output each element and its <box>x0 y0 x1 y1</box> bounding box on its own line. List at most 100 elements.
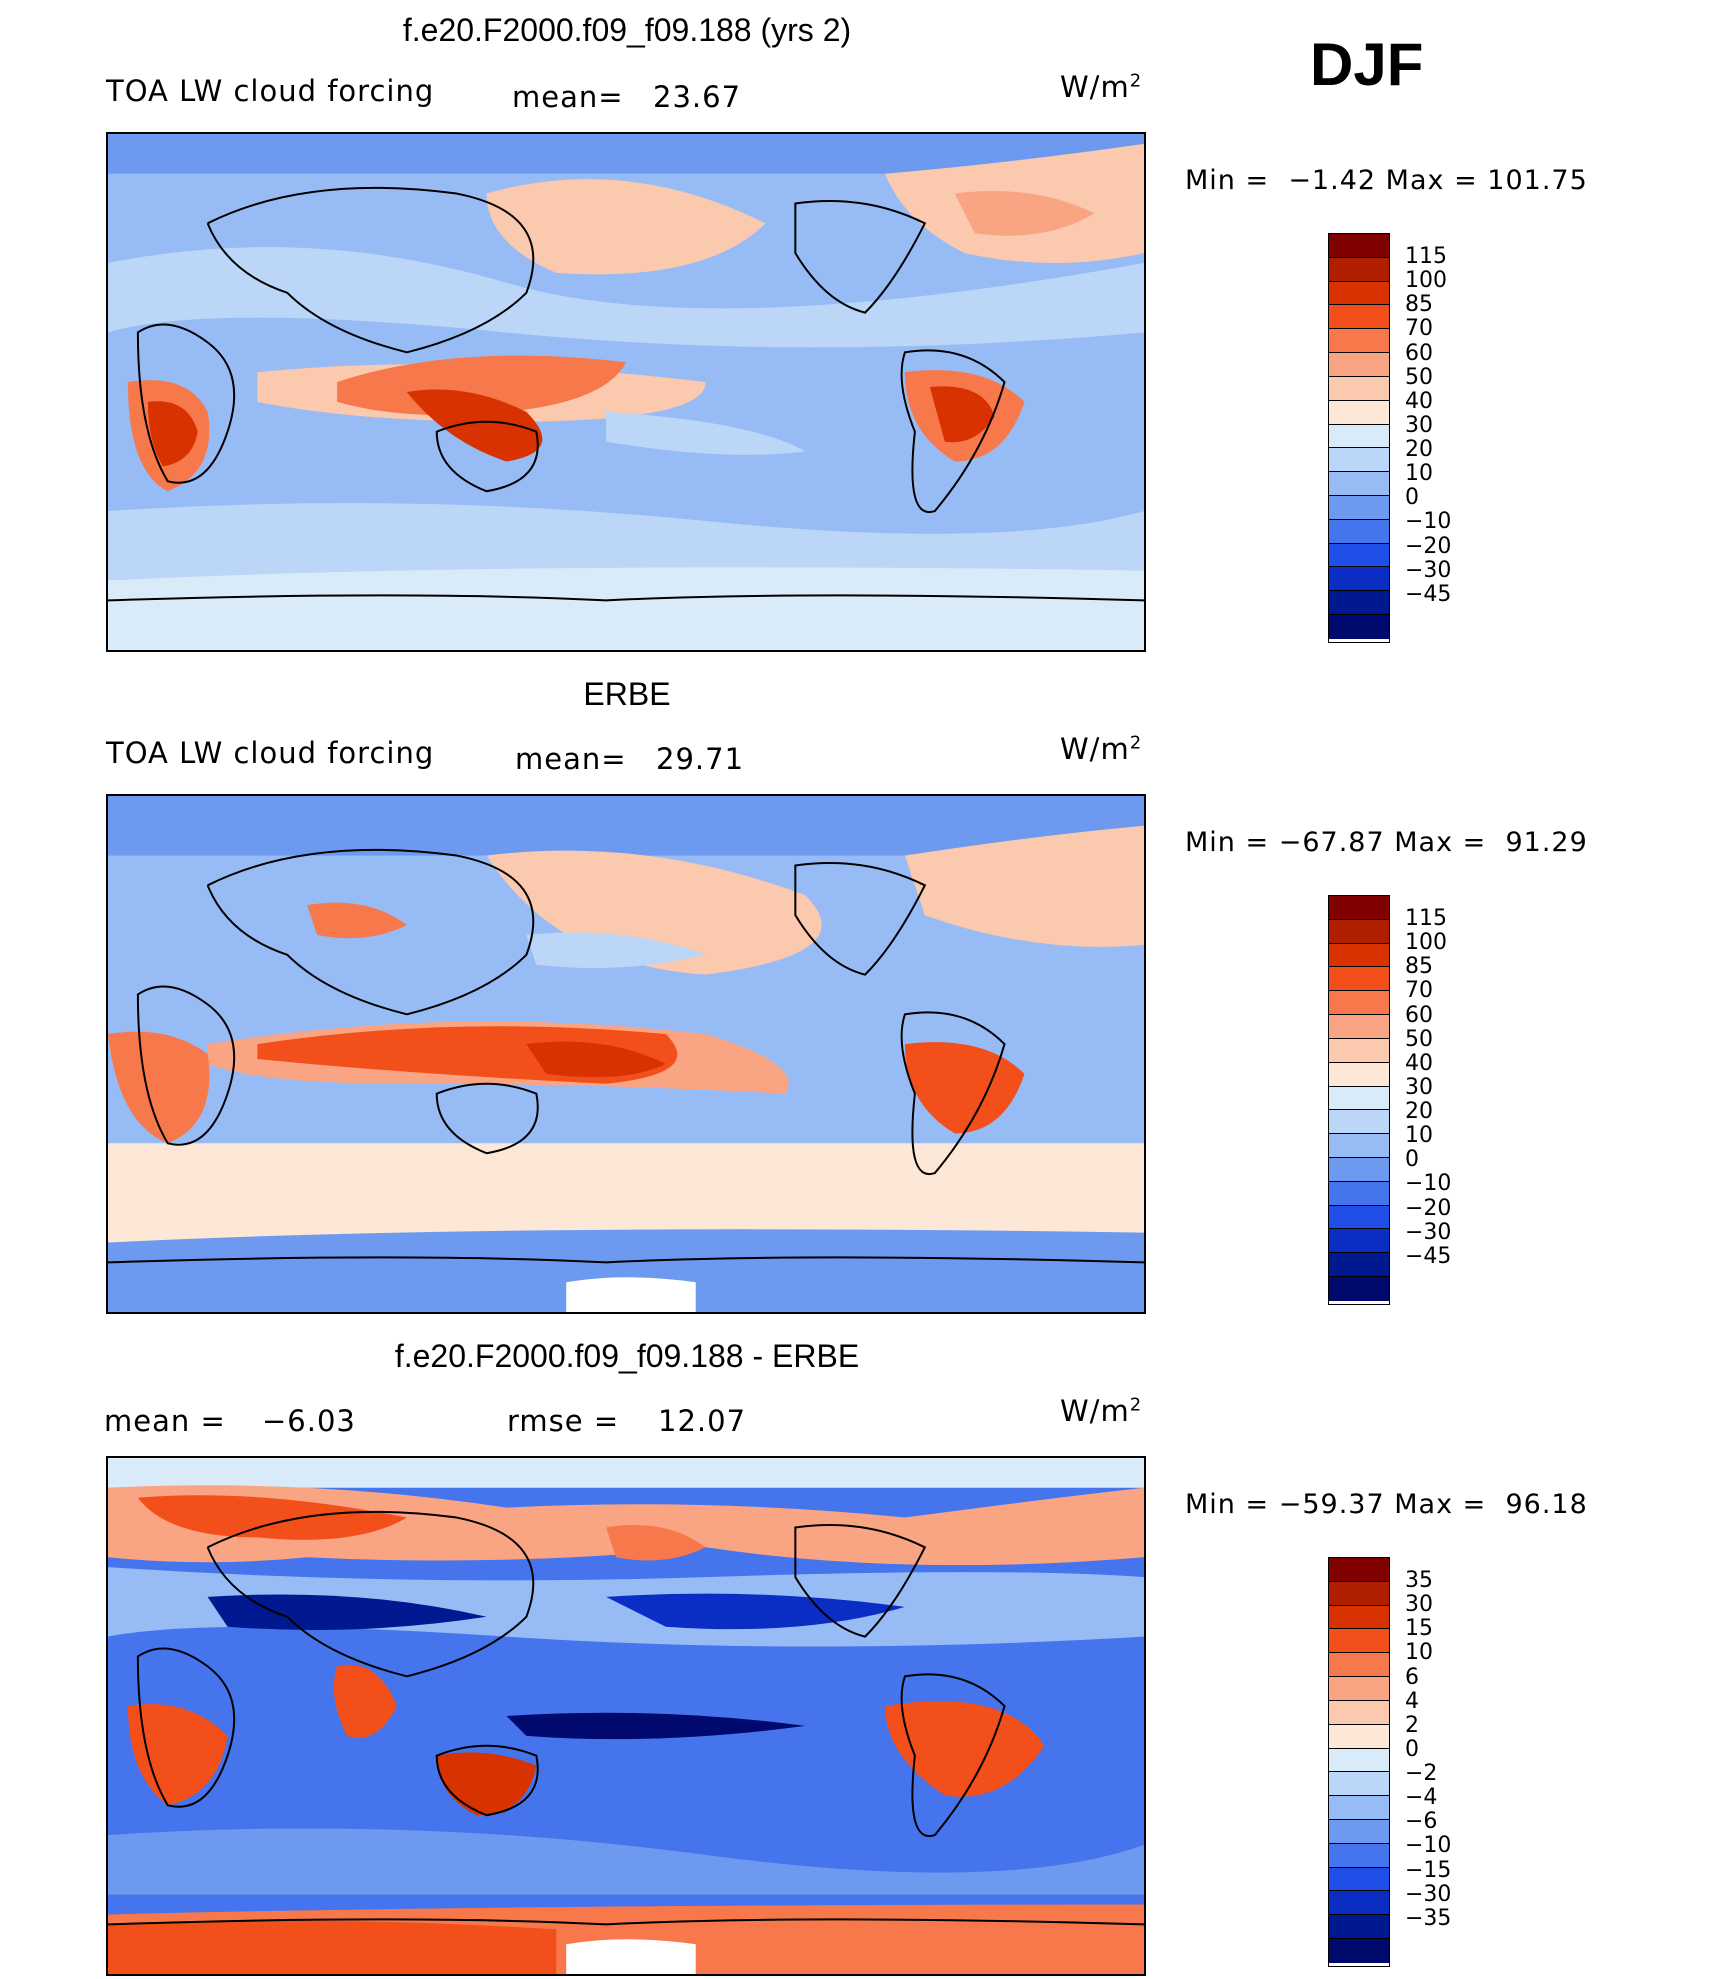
colorbar-level-label: 20 <box>1405 1099 1433 1125</box>
colorbar-swatch <box>1329 1229 1389 1254</box>
colorbar-level-label: −30 <box>1405 557 1452 583</box>
colorbar-swatch <box>1329 1205 1389 1230</box>
colorbar-swatch <box>1329 305 1389 330</box>
colorbar-swatch <box>1329 1653 1389 1678</box>
colorbar-level-label: 10 <box>1405 461 1433 487</box>
colorbar-swatch <box>1329 448 1389 473</box>
colorbar-swatch <box>1329 1015 1389 1039</box>
panel3-title: f.e20.F2000.f09_f09.188 - ERBE <box>394 1338 860 1374</box>
colorbar-swatch <box>1329 591 1389 615</box>
colorbar-level-label: 40 <box>1405 388 1433 414</box>
colorbar-level-label: 15 <box>1405 1616 1433 1642</box>
panel2-variable-label: TOA LW cloud forcing <box>106 736 435 770</box>
colorbar-level-label: −15 <box>1405 1857 1452 1883</box>
colorbar-level-label: 100 <box>1405 930 1447 956</box>
panel1-variable-label: TOA LW cloud forcing <box>106 74 435 108</box>
colorbar-level-label: 10 <box>1405 1640 1433 1666</box>
colorbar-level-label: 115 <box>1405 244 1447 270</box>
colorbar-level-label: −20 <box>1405 1195 1452 1221</box>
colorbar-level-label: −10 <box>1405 509 1452 535</box>
colorbar-swatch <box>1329 376 1389 401</box>
colorbar-level-label: 35 <box>1405 1568 1433 1594</box>
colorbar-level-label: 85 <box>1405 954 1433 980</box>
colorbar-level-label: 6 <box>1405 1664 1419 1690</box>
colorbar-swatch <box>1329 991 1389 1016</box>
colorbar-level-label: 60 <box>1405 1002 1433 1028</box>
panel1-map <box>106 132 1146 652</box>
panel3-mean-label: mean = <box>104 1404 226 1438</box>
panel3-map <box>106 1456 1146 1976</box>
colorbar-swatch <box>1329 1724 1389 1749</box>
panel2-title: ERBE <box>583 676 671 712</box>
colorbar-swatch <box>1329 329 1389 354</box>
colorbar-level-label: 30 <box>1405 1592 1433 1618</box>
panel3-unit: W/m2 <box>1060 1394 1143 1428</box>
colorbar-swatch <box>1329 1558 1389 1582</box>
colorbar-level-label: −30 <box>1405 1881 1452 1907</box>
colorbar-swatch <box>1329 967 1389 992</box>
colorbar-swatch <box>1329 1157 1389 1182</box>
colorbar-swatch <box>1329 567 1389 592</box>
colorbar-level-label: 20 <box>1405 437 1433 463</box>
panel1-mean-value: 23.67 <box>653 80 742 114</box>
panel2-mean-label: mean= <box>515 742 627 776</box>
panel2-colorbar <box>1328 895 1390 1305</box>
colorbar-swatch <box>1329 1700 1389 1725</box>
colorbar-swatch <box>1329 1677 1389 1701</box>
colorbar-swatch <box>1329 1939 1389 1963</box>
panel2-min-value: −67.87 <box>1278 827 1385 858</box>
panel1-max-value: 101.75 <box>1487 165 1588 196</box>
colorbar-swatch <box>1329 1819 1389 1844</box>
colorbar-swatch <box>1329 353 1389 377</box>
colorbar-swatch <box>1329 1629 1389 1654</box>
colorbar-swatch <box>1329 1605 1389 1630</box>
panel3-minmax: Min = −59.37 Max = 96.18 <box>1185 1489 1588 1520</box>
colorbar-level-label: 30 <box>1405 1074 1433 1100</box>
panel1-colorbar <box>1328 233 1390 643</box>
colorbar-level-label: 10 <box>1405 1123 1433 1149</box>
colorbar-level-label: −45 <box>1405 1243 1452 1269</box>
colorbar-swatch <box>1329 1748 1389 1773</box>
colorbar-swatch <box>1329 1253 1389 1277</box>
colorbar-swatch <box>1329 1038 1389 1063</box>
panel2-map <box>106 794 1146 1314</box>
panel3-colorbar <box>1328 1557 1390 1967</box>
panel2-minmax: Min = −67.87 Max = 91.29 <box>1185 827 1588 858</box>
panel1-title: f.e20.F2000.f09_f09.188 (yrs 2) <box>402 12 852 48</box>
colorbar-swatch <box>1329 1062 1389 1087</box>
panel3-rmse-label: rmse = <box>507 1404 620 1438</box>
colorbar-swatch <box>1329 943 1389 968</box>
colorbar-level-label: 0 <box>1405 485 1419 511</box>
panel1-minmax: Min = −1.42 Max = 101.75 <box>1185 165 1588 196</box>
colorbar-swatch <box>1329 896 1389 920</box>
colorbar-swatch <box>1329 1110 1389 1135</box>
colorbar-swatch <box>1329 400 1389 425</box>
colorbar-level-label: 40 <box>1405 1050 1433 1076</box>
colorbar-swatch <box>1329 234 1389 258</box>
colorbar-swatch <box>1329 1915 1389 1939</box>
panel3-rmse-value: 12.07 <box>658 1404 747 1438</box>
panel3-mean-value: −6.03 <box>262 1404 356 1438</box>
colorbar-level-label: 50 <box>1405 1026 1433 1052</box>
colorbar-level-label: 2 <box>1405 1712 1419 1738</box>
panel2-mean-value: 29.71 <box>656 742 745 776</box>
colorbar-swatch <box>1329 543 1389 568</box>
colorbar-swatch <box>1329 519 1389 544</box>
colorbar-level-label: −35 <box>1405 1905 1452 1931</box>
colorbar-swatch <box>1329 1086 1389 1111</box>
colorbar-swatch <box>1329 1891 1389 1916</box>
colorbar-swatch <box>1329 1772 1389 1797</box>
colorbar-swatch <box>1329 257 1389 282</box>
colorbar-swatch <box>1329 1134 1389 1158</box>
colorbar-level-label: 0 <box>1405 1736 1419 1762</box>
colorbar-swatch <box>1329 1277 1389 1301</box>
colorbar-swatch <box>1329 1181 1389 1206</box>
colorbar-level-label: −2 <box>1405 1761 1438 1787</box>
colorbar-level-label: −30 <box>1405 1219 1452 1245</box>
colorbar-swatch <box>1329 424 1389 449</box>
colorbar-level-label: −10 <box>1405 1833 1452 1859</box>
colorbar-swatch <box>1329 615 1389 639</box>
season-label: DJF <box>1310 31 1424 98</box>
colorbar-swatch <box>1329 1867 1389 1892</box>
panel2-unit: W/m2 <box>1060 732 1143 766</box>
